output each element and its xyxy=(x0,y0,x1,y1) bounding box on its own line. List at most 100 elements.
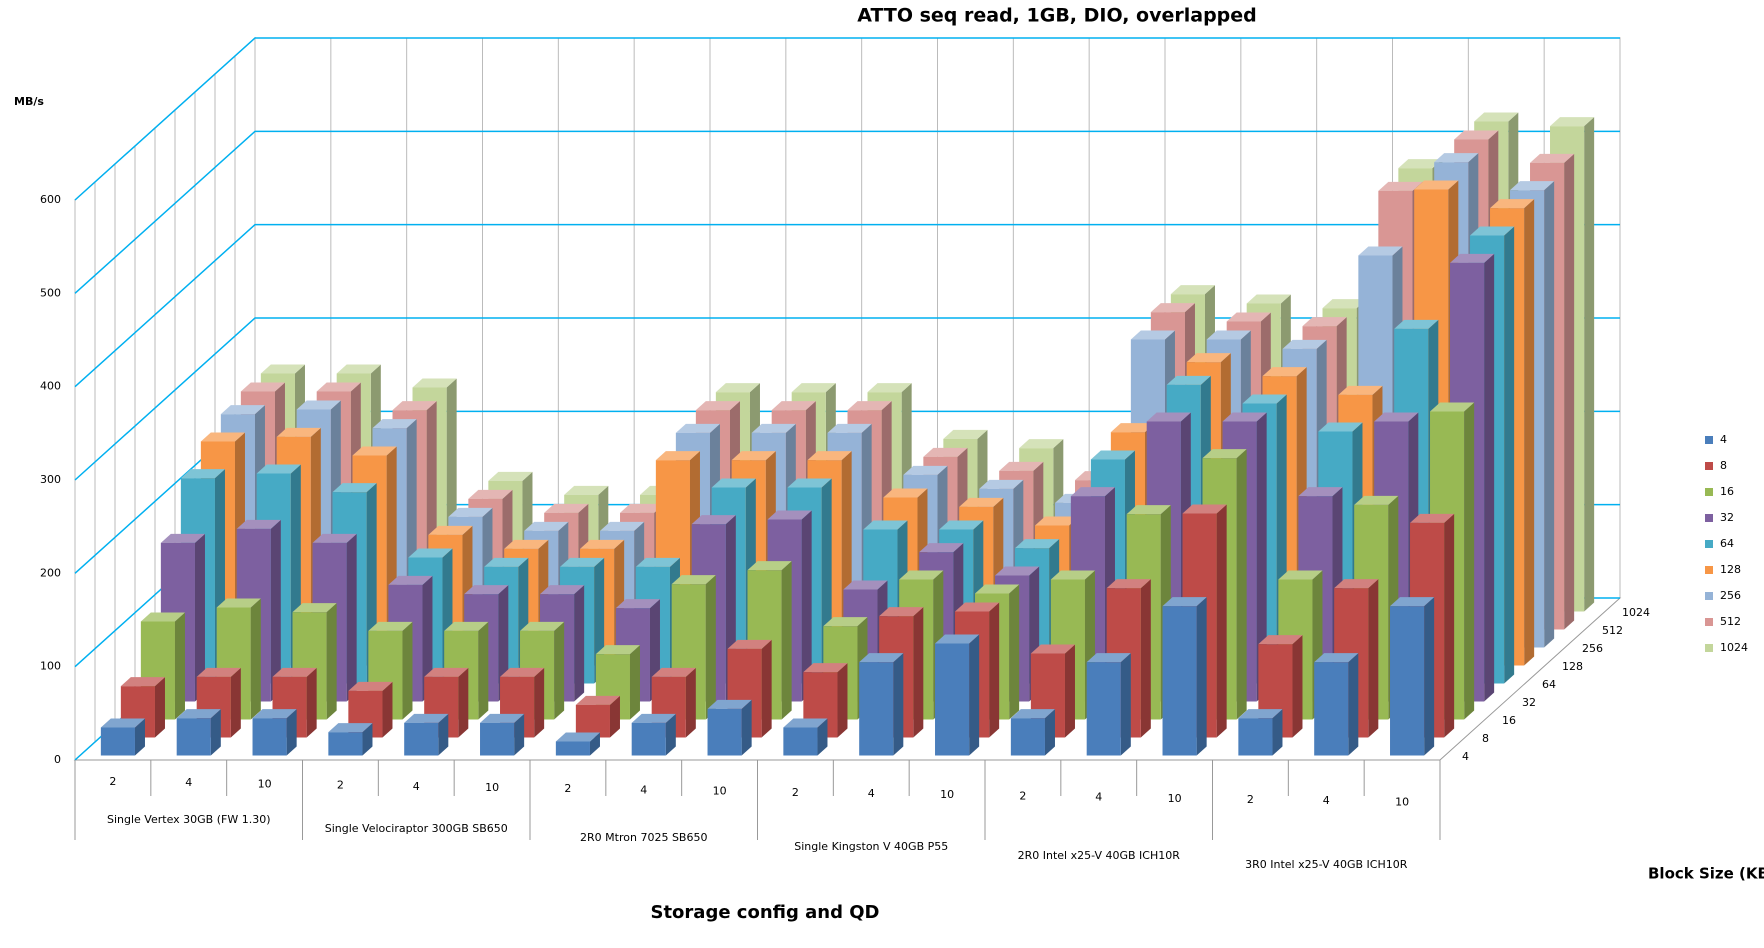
bar-top xyxy=(1015,539,1060,549)
bar-top xyxy=(715,383,760,393)
z-tick-label: 4 xyxy=(1462,750,1469,763)
bar-top xyxy=(1035,516,1080,526)
bar-top xyxy=(1510,181,1555,191)
z-tick-label: 256 xyxy=(1582,642,1603,655)
bar-top xyxy=(1086,653,1131,663)
x-tick-label: 4 xyxy=(413,780,420,793)
bar xyxy=(252,709,297,756)
bar-top xyxy=(1430,402,1475,412)
bar-front xyxy=(935,643,970,756)
bar-top xyxy=(707,699,752,709)
bar-side xyxy=(362,723,373,756)
bar-top xyxy=(1186,353,1231,363)
bar-top xyxy=(711,478,756,488)
bar-top xyxy=(655,451,700,461)
bar-top xyxy=(296,400,341,410)
bar-top xyxy=(332,483,377,493)
bar-front xyxy=(1314,662,1349,756)
legend-swatch xyxy=(1705,488,1713,496)
bar-side xyxy=(286,709,297,756)
bar-side xyxy=(761,639,772,738)
x-tick-label: 2 xyxy=(792,786,799,799)
bar-top xyxy=(859,653,904,663)
bar-top xyxy=(256,464,301,474)
group-label: Single Vertex 30GB (FW 1.30) xyxy=(107,813,271,826)
bar-top xyxy=(468,489,513,499)
bar-top xyxy=(1358,246,1403,256)
bar-side xyxy=(1424,597,1435,756)
bar-side xyxy=(913,607,924,738)
bar-side xyxy=(134,718,145,756)
y-tick-label: 100 xyxy=(40,660,61,673)
bar-top xyxy=(783,718,828,728)
bar-top xyxy=(372,419,417,429)
bar-side xyxy=(837,663,848,738)
x-tick-label: 2 xyxy=(564,782,571,795)
bar-top xyxy=(791,383,836,393)
bar-side xyxy=(665,713,676,756)
bar-side xyxy=(174,612,185,720)
bar-top xyxy=(803,663,848,673)
bar-top xyxy=(843,580,888,590)
bar-side xyxy=(1368,579,1379,738)
bar-side xyxy=(1044,709,1055,756)
legend-label: 256 xyxy=(1720,589,1741,602)
bar-top xyxy=(955,602,1000,612)
bar-top xyxy=(1050,570,1095,580)
bar-top xyxy=(560,557,605,567)
bar xyxy=(480,713,525,756)
bar-top xyxy=(1170,285,1215,295)
bar-top xyxy=(727,639,772,649)
bar-side xyxy=(1064,644,1075,738)
bar-side xyxy=(382,681,393,738)
bar-side xyxy=(1348,653,1359,756)
legend-swatch xyxy=(1705,644,1713,652)
bar-top xyxy=(935,634,980,644)
bar-top xyxy=(899,570,944,580)
bar-top xyxy=(176,709,221,719)
bar-top xyxy=(520,621,565,631)
bar-top xyxy=(1322,299,1367,309)
bar-top xyxy=(615,599,660,609)
z-tick-label: 512 xyxy=(1602,624,1623,637)
x-tick-label: 10 xyxy=(713,785,727,798)
legend-swatch xyxy=(1705,540,1713,548)
bar-side xyxy=(514,713,525,756)
bar-top xyxy=(1398,159,1443,169)
x-tick-label: 10 xyxy=(485,781,499,794)
bar-top xyxy=(1150,303,1195,313)
bar-top xyxy=(580,539,625,549)
bar xyxy=(1238,709,1283,756)
bar-top xyxy=(1302,317,1347,327)
legend-label: 128 xyxy=(1720,563,1741,576)
bar xyxy=(424,667,469,738)
bar-top xyxy=(216,598,261,608)
bar-top xyxy=(276,427,321,437)
bar-top xyxy=(348,681,393,691)
bar-side xyxy=(574,585,585,702)
bar-top xyxy=(1162,597,1207,607)
bar-top xyxy=(867,383,912,393)
bar-side xyxy=(589,732,600,756)
bar-top xyxy=(392,401,437,411)
bar-side xyxy=(1256,412,1267,702)
z-tick-label: 8 xyxy=(1482,732,1489,745)
x-tick-label: 10 xyxy=(1395,795,1409,808)
legend-label: 4 xyxy=(1720,433,1727,446)
chart-title: ATTO seq read, 1GB, DIO, overlapped xyxy=(857,5,1257,27)
bar xyxy=(859,653,904,756)
bar-front xyxy=(1238,718,1273,756)
legend-swatch xyxy=(1705,436,1713,444)
bar-top xyxy=(500,667,545,677)
bar-side xyxy=(989,602,1000,738)
bar-top xyxy=(200,432,245,442)
bar xyxy=(935,634,980,756)
bar-top xyxy=(412,378,457,388)
bar-front xyxy=(555,741,590,756)
bar-top xyxy=(1550,117,1595,127)
bar-side xyxy=(1504,226,1515,684)
bar-front xyxy=(1162,606,1197,756)
bar-side xyxy=(1140,579,1151,738)
y-tick-label: 600 xyxy=(40,193,61,206)
bar-top xyxy=(863,520,908,530)
